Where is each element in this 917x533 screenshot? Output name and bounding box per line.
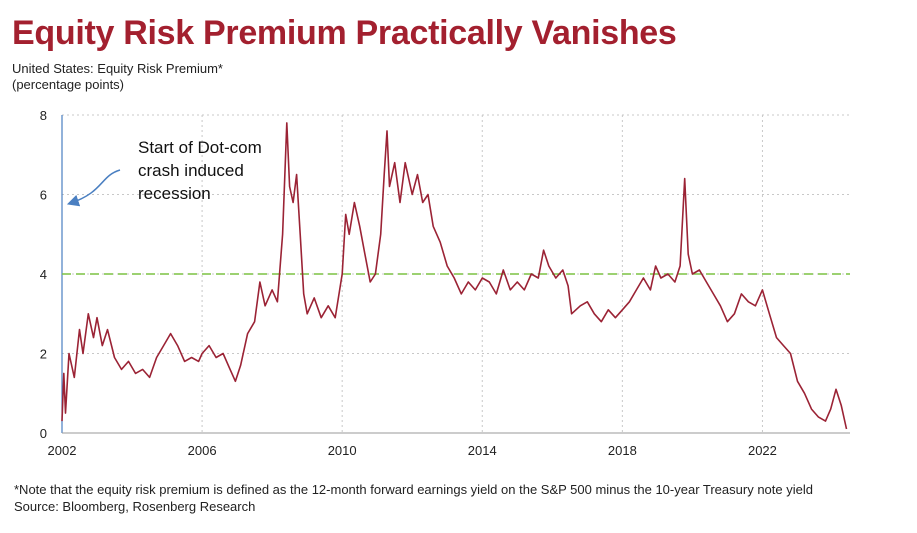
y-tick-label: 4	[40, 267, 47, 282]
y-tick-label: 6	[40, 188, 47, 203]
annotation: Start of Dot-com crash induced recession	[66, 138, 262, 207]
annotation-text-line: recession	[138, 184, 211, 203]
x-tick-label: 2018	[608, 443, 637, 458]
subtitle-line-1: United States: Equity Risk Premium*	[12, 61, 223, 76]
chart-subtitle: United States: Equity Risk Premium* (per…	[12, 61, 223, 93]
x-tick-labels: 2002 2006 2010 2014 2018 2022	[48, 443, 777, 458]
chart-title: Equity Risk Premium Practically Vanishes	[12, 14, 677, 52]
x-tick-label: 2010	[328, 443, 357, 458]
footnote-source: Source: Bloomberg, Rosenberg Research	[14, 499, 256, 514]
annotation-text-line: Start of Dot-com	[138, 138, 262, 157]
x-tick-label: 2022	[748, 443, 777, 458]
x-tick-label: 2006	[188, 443, 217, 458]
series-line-equity-risk-premium	[61, 122, 848, 430]
x-tick-label: 2002	[48, 443, 77, 458]
chart-grid	[62, 114, 850, 433]
annotation-text-line: crash induced	[138, 161, 244, 180]
y-tick-labels: 0 2 4 6 8	[40, 108, 47, 441]
x-tick-label: 2014	[468, 443, 497, 458]
y-tick-label: 8	[40, 108, 47, 123]
footnote-note: *Note that the equity risk premium is de…	[14, 482, 813, 497]
annotation-arrow	[66, 169, 121, 207]
y-tick-label: 0	[40, 426, 47, 441]
y-tick-label: 2	[40, 347, 47, 362]
footnote: *Note that the equity risk premium is de…	[14, 481, 813, 515]
subtitle-line-2: (percentage points)	[12, 77, 125, 92]
